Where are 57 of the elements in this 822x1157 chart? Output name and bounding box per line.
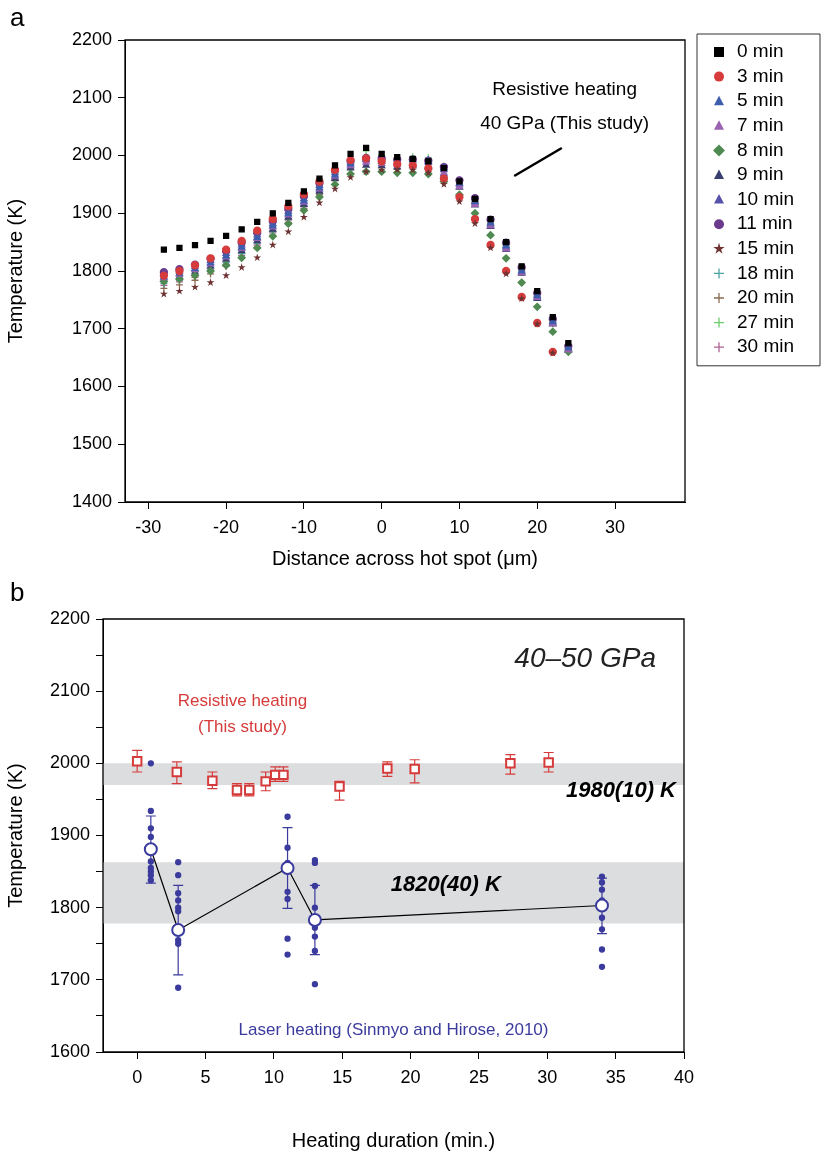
legend-label: 11 min xyxy=(737,212,793,234)
legend-label: 0 min xyxy=(737,40,784,62)
y-tick-label: 1800 xyxy=(71,259,112,280)
y-tick-label: 1400 xyxy=(71,490,112,511)
y-tick-label: 2200 xyxy=(71,28,112,49)
y-axis-title: Temperature (K) xyxy=(3,198,26,344)
legend-label: 7 min xyxy=(737,114,784,136)
y-tick-label: 1700 xyxy=(71,317,112,338)
x-tick-label: 25 xyxy=(468,1066,489,1087)
y-tick-label: 1900 xyxy=(49,824,90,845)
chart-title: a xyxy=(10,2,25,32)
x-tick-label: 10 xyxy=(263,1066,284,1087)
x-tick-label: -10 xyxy=(290,516,317,537)
x-tick-label: 0 xyxy=(132,1066,143,1087)
y-tick-label: 1600 xyxy=(49,1040,90,1061)
x-tick-label: 30 xyxy=(537,1066,558,1087)
legend-label: 15 min xyxy=(737,237,795,259)
text: Laser heating (Sinmyo and Hirose, 2010) xyxy=(238,1020,549,1040)
x-axis-title: Heating duration (min.) xyxy=(291,1128,496,1151)
legend-label: 3 min xyxy=(737,64,784,86)
y-tick-label: 2200 xyxy=(49,607,90,628)
y-tick-label: 2000 xyxy=(49,752,90,773)
band-label: 1820(40) K xyxy=(390,870,503,896)
annotation: Resistive heating 40 GPa (This study) xyxy=(480,78,650,134)
legend-label: 18 min xyxy=(737,261,795,283)
y-tick-label: 1700 xyxy=(49,968,90,989)
chart-title: b xyxy=(10,577,25,607)
x-tick-label: 15 xyxy=(332,1066,353,1087)
x-tick-label: -30 xyxy=(135,516,162,537)
y-tick-label: 1800 xyxy=(49,896,90,917)
series-label: Resistive heating (This study) xyxy=(177,690,308,736)
legend-label: 30 min xyxy=(737,335,795,357)
y-tick-label: 1500 xyxy=(71,433,112,454)
x-tick-label: 20 xyxy=(400,1066,421,1087)
x-tick-label: 30 xyxy=(604,516,626,537)
x-tick-label: 35 xyxy=(605,1066,626,1087)
x-tick-label: 0 xyxy=(376,516,387,537)
y-tick-label: 2000 xyxy=(71,144,112,165)
x-axis-title: Distance across hot spot (μm) xyxy=(271,546,539,569)
annotation: 40–50 GPa xyxy=(514,641,656,673)
legend-label: 8 min xyxy=(737,138,784,160)
x-tick-label: 5 xyxy=(200,1066,211,1087)
legend-label: 5 min xyxy=(737,89,784,111)
y-axis-title: Temperature (K) xyxy=(3,763,26,908)
x-tick-label: -20 xyxy=(213,516,240,537)
y-tick-label: 2100 xyxy=(71,86,112,107)
y-tick-label: 1600 xyxy=(71,375,112,396)
y-tick-label: 1900 xyxy=(71,202,112,223)
x-tick-label: 40 xyxy=(673,1066,695,1087)
x-tick-label: 20 xyxy=(527,516,548,537)
legend-label: 20 min xyxy=(737,286,795,308)
y-tick-label: 2100 xyxy=(49,680,90,701)
x-tick-label: 10 xyxy=(449,516,470,537)
legend-label: 9 min xyxy=(737,163,784,185)
legend-label: 10 min xyxy=(737,187,795,209)
band-label: 1980(10) K xyxy=(565,777,679,803)
legend-label: 27 min xyxy=(737,310,795,332)
